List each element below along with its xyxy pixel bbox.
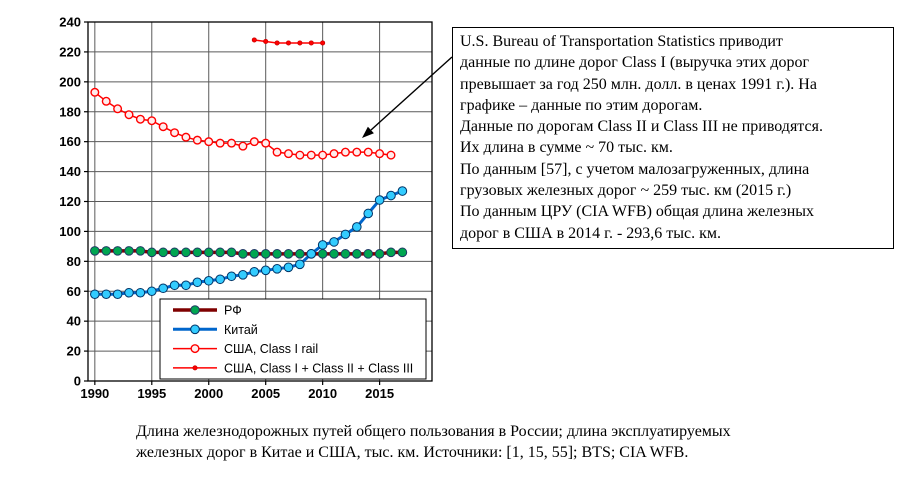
series-3 — [251, 37, 326, 46]
y-tick-label: 80 — [67, 254, 81, 269]
x-tick-label: 1990 — [80, 386, 109, 401]
x-tick-label: 2005 — [251, 386, 280, 401]
y-tick-label: 160 — [59, 134, 81, 149]
figure-caption: Длина железнодорожных путей общего польз… — [136, 423, 731, 461]
y-tick-label: 0 — [74, 374, 81, 389]
legend-label: США, Class I + Class II + Class III — [224, 361, 413, 375]
x-tick-label: 2010 — [308, 386, 337, 401]
y-tick-label: 20 — [67, 344, 81, 359]
y-tick-label: 120 — [59, 194, 81, 209]
x-tick-label: 2015 — [365, 386, 394, 401]
x-tick-label: 2000 — [194, 386, 223, 401]
y-tick-label: 40 — [67, 314, 81, 329]
y-tick-label: 140 — [59, 164, 81, 179]
annotation-box: U.S. Bureau of Transportation Statistics… — [452, 27, 894, 249]
series-1 — [90, 186, 408, 300]
y-tick-label: 100 — [59, 224, 81, 239]
y-tick-label: 220 — [59, 44, 81, 59]
y-tick-label: 200 — [59, 74, 81, 89]
legend-label: Китай — [224, 323, 258, 337]
y-tick-label: 240 — [59, 15, 81, 30]
y-tick-label: 180 — [59, 104, 81, 119]
series-0 — [90, 246, 408, 259]
railway-chart: 0 20 40 60 80 100 120 140 160 180 200 220 240 1990 199… — [45, 15, 457, 417]
series-2 — [90, 87, 396, 160]
legend-label: США, Class I rail — [224, 342, 318, 356]
x-tick-label: 1995 — [137, 386, 166, 401]
y-tick-label: 60 — [67, 284, 81, 299]
legend-label: РФ — [224, 304, 242, 318]
legend: РФ Китай США, Class I rail США, Class I + C… — [159, 298, 427, 380]
